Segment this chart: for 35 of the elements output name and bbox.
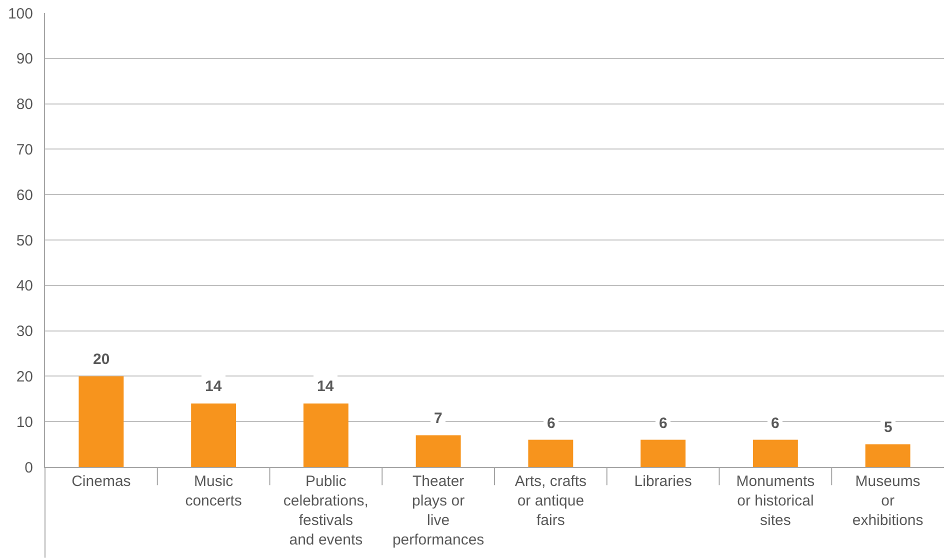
data-label: 6 — [547, 415, 556, 432]
y-tick-label: 90 — [16, 50, 33, 68]
y-tick-label: 80 — [16, 96, 33, 114]
y-tick-label: 60 — [16, 186, 33, 204]
y-tick-label: 40 — [16, 278, 33, 295]
data-label: 6 — [771, 415, 780, 432]
y-tick-label: 50 — [16, 232, 33, 250]
y-tick-label: 10 — [16, 414, 33, 431]
x-tick-label: Museums or exhibitions — [852, 473, 924, 529]
x-tick-label: Theater plays or live performances — [392, 473, 484, 548]
y-tick-label: 20 — [16, 368, 33, 386]
x-tick-label: Arts, crafts or antique fairs — [514, 473, 587, 529]
data-label: 7 — [434, 410, 442, 427]
bar — [640, 440, 686, 467]
y-tick-label: 70 — [16, 141, 33, 158]
y-tick-label: 30 — [16, 323, 33, 340]
y-tick-label: 100 — [8, 5, 33, 22]
bar — [416, 435, 461, 467]
x-tick-label: Cinemas — [72, 473, 131, 490]
data-label: 6 — [659, 415, 668, 432]
data-label: 14 — [317, 378, 334, 395]
bar — [78, 376, 124, 467]
x-tick-label: Libraries — [634, 473, 692, 490]
bar — [191, 403, 236, 467]
data-label: 5 — [884, 419, 892, 436]
y-tick-label: 0 — [24, 459, 33, 476]
bar — [752, 440, 798, 467]
bar — [865, 444, 910, 467]
data-label: 20 — [93, 351, 110, 368]
bar — [303, 403, 348, 467]
x-tick-label: Monuments or historical sites — [736, 473, 815, 529]
x-tick-label: Public celebrations, festivals and events — [283, 473, 368, 548]
bar — [528, 440, 574, 467]
x-tick-label: Music concerts — [185, 473, 242, 510]
data-label: 14 — [205, 378, 222, 395]
